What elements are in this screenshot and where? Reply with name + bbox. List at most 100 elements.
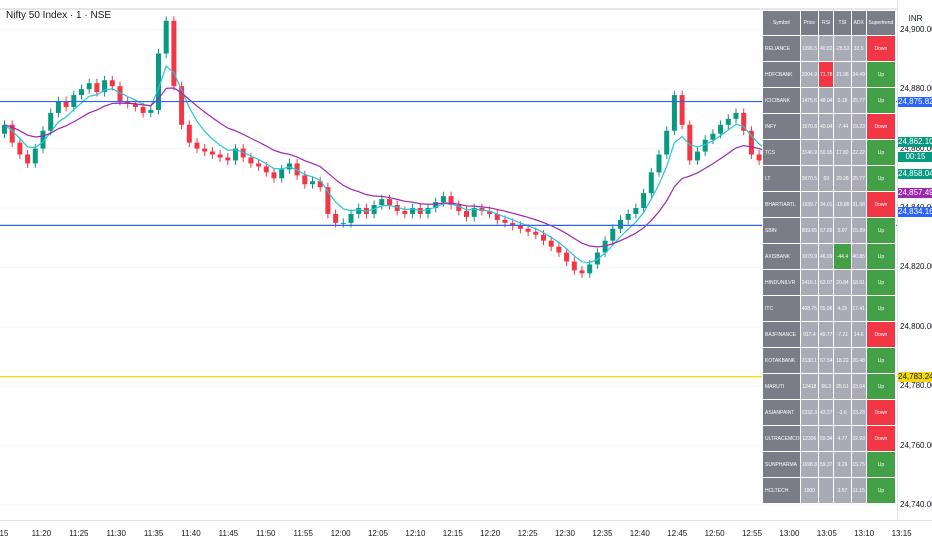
candle <box>579 265 585 278</box>
table-header-cell: ADX <box>850 10 867 36</box>
candle-body <box>710 133 716 140</box>
candle-body <box>448 196 454 206</box>
candle <box>279 164 285 183</box>
symbol-cell: TCS <box>762 139 801 166</box>
candle <box>571 257 577 275</box>
price-label: 24,900.00 <box>900 24 932 34</box>
candle-body <box>748 130 754 155</box>
candle <box>171 16 177 91</box>
time-label: 11:20 <box>31 529 52 538</box>
candle <box>618 215 623 234</box>
supertrend-cell: Up <box>865 217 897 244</box>
candle-body <box>86 83 92 90</box>
time-label: 12:50 <box>704 529 725 538</box>
symbol-cell: ULTRACEMCO <box>762 425 801 452</box>
price-cell: 1396.5 <box>799 35 820 62</box>
adx-cell: 22.22 <box>850 139 867 166</box>
tsi-cell: 21.98 <box>833 61 852 88</box>
candle-body <box>579 270 585 274</box>
adx-cell: 24.49 <box>850 61 867 88</box>
candle <box>186 120 192 148</box>
supertrend-cell: Down <box>865 191 897 218</box>
candle <box>610 224 616 246</box>
time-label: 11:45 <box>218 529 239 538</box>
table-row: ULTRACEMCO 12336 59.34 4.77 22.93 Down <box>762 425 897 452</box>
candle <box>464 206 469 222</box>
candle-body <box>541 234 546 241</box>
time-label: 12:25 <box>517 529 538 538</box>
rsi-cell: 34.01 <box>818 191 835 218</box>
price-label: 24,880.00 <box>900 84 932 94</box>
candle-body <box>263 166 269 173</box>
table-header-cell: Price <box>799 10 820 36</box>
price-label: 24,740.00 <box>900 500 932 510</box>
candle-body <box>502 219 508 223</box>
candle-body <box>333 213 339 223</box>
time-label: 12:45 <box>667 529 688 538</box>
candle <box>55 96 61 118</box>
candle <box>594 248 600 269</box>
candle <box>756 150 762 165</box>
time-label: 11:55 <box>293 529 313 538</box>
candle-body <box>610 228 616 241</box>
candle <box>564 248 570 266</box>
candle-body <box>79 89 84 96</box>
candle <box>656 150 662 177</box>
price-label: 24,860.00 <box>900 143 932 153</box>
candle <box>494 209 500 225</box>
adx-cell: 17.41 <box>850 295 867 322</box>
table-row: MARUTI 12418 66.3 25.51 23.04 Up <box>762 373 897 400</box>
candle-body <box>425 208 431 214</box>
price-tag: 24,858.04 <box>898 168 932 179</box>
supertrend-cell: Down <box>865 35 897 62</box>
adx-cell: 25.77 <box>850 87 867 114</box>
candle-body <box>310 181 315 185</box>
price-cell: 1570.8 <box>799 113 820 140</box>
table-header-row: Symbol Price RSI TSI ADX Supertrend <box>762 10 897 36</box>
candle-body <box>132 104 138 107</box>
supertrend-cell: Down <box>865 399 897 426</box>
candle <box>86 78 92 94</box>
candle-body <box>548 240 554 247</box>
table-row: HCLTECH 1900 3.57 11.15 Up <box>762 477 897 504</box>
table-row: SBIN 809.65 57.65 5.07 15.89 Up <box>762 217 897 244</box>
candle <box>32 144 38 168</box>
candle-body <box>32 148 38 164</box>
candle <box>217 150 223 162</box>
price-cell: 408.75 <box>799 295 820 322</box>
candle-body <box>671 95 677 131</box>
candle <box>310 176 315 189</box>
tsi-cell: 9.29 <box>833 451 852 478</box>
table-row: BAJFINANCE 917.4 49.77 -7.21 14.6 Down <box>762 321 897 348</box>
tsi-cell: 18.22 <box>833 347 852 374</box>
price-cell: 1475.6 <box>799 87 820 114</box>
ema-fast-line <box>4 64 852 264</box>
candle-body <box>556 246 562 253</box>
price-label: 24,760.00 <box>900 440 932 450</box>
symbol-cell: HCLTECH <box>762 477 801 504</box>
candle-body <box>618 219 623 229</box>
candle-body <box>2 124 7 134</box>
tsi-cell: 5.07 <box>833 217 852 244</box>
candle-body <box>633 208 639 214</box>
rsi-cell: 71.78 <box>818 61 835 88</box>
candle <box>286 158 292 174</box>
time-label: 12:05 <box>367 529 389 538</box>
time-axis[interactable]: 15 11:20 11:25 11:30 11:35 11:40 11:45 11:50 11:… <box>0 520 932 551</box>
rsi-cell <box>818 477 835 504</box>
time-label: 12:15 <box>442 529 463 538</box>
table-header-cell: Supertrend <box>865 10 897 36</box>
tsi-cell: -19.89 <box>833 191 852 218</box>
price-cell: 12418 <box>799 373 820 400</box>
price-tag: 24,834.16 <box>898 207 932 218</box>
time-label: 12:55 <box>741 529 763 538</box>
candle-body <box>325 187 331 214</box>
candle-body <box>148 109 154 113</box>
price-axis[interactable]: INR 24,900.0024,880.0024,860.0024,840.00… <box>897 0 932 520</box>
candle <box>433 197 439 213</box>
candle-body <box>340 222 346 224</box>
currency-label[interactable]: INR <box>908 14 923 23</box>
candle <box>733 108 739 124</box>
candle <box>271 167 277 183</box>
candle-body <box>440 196 446 203</box>
